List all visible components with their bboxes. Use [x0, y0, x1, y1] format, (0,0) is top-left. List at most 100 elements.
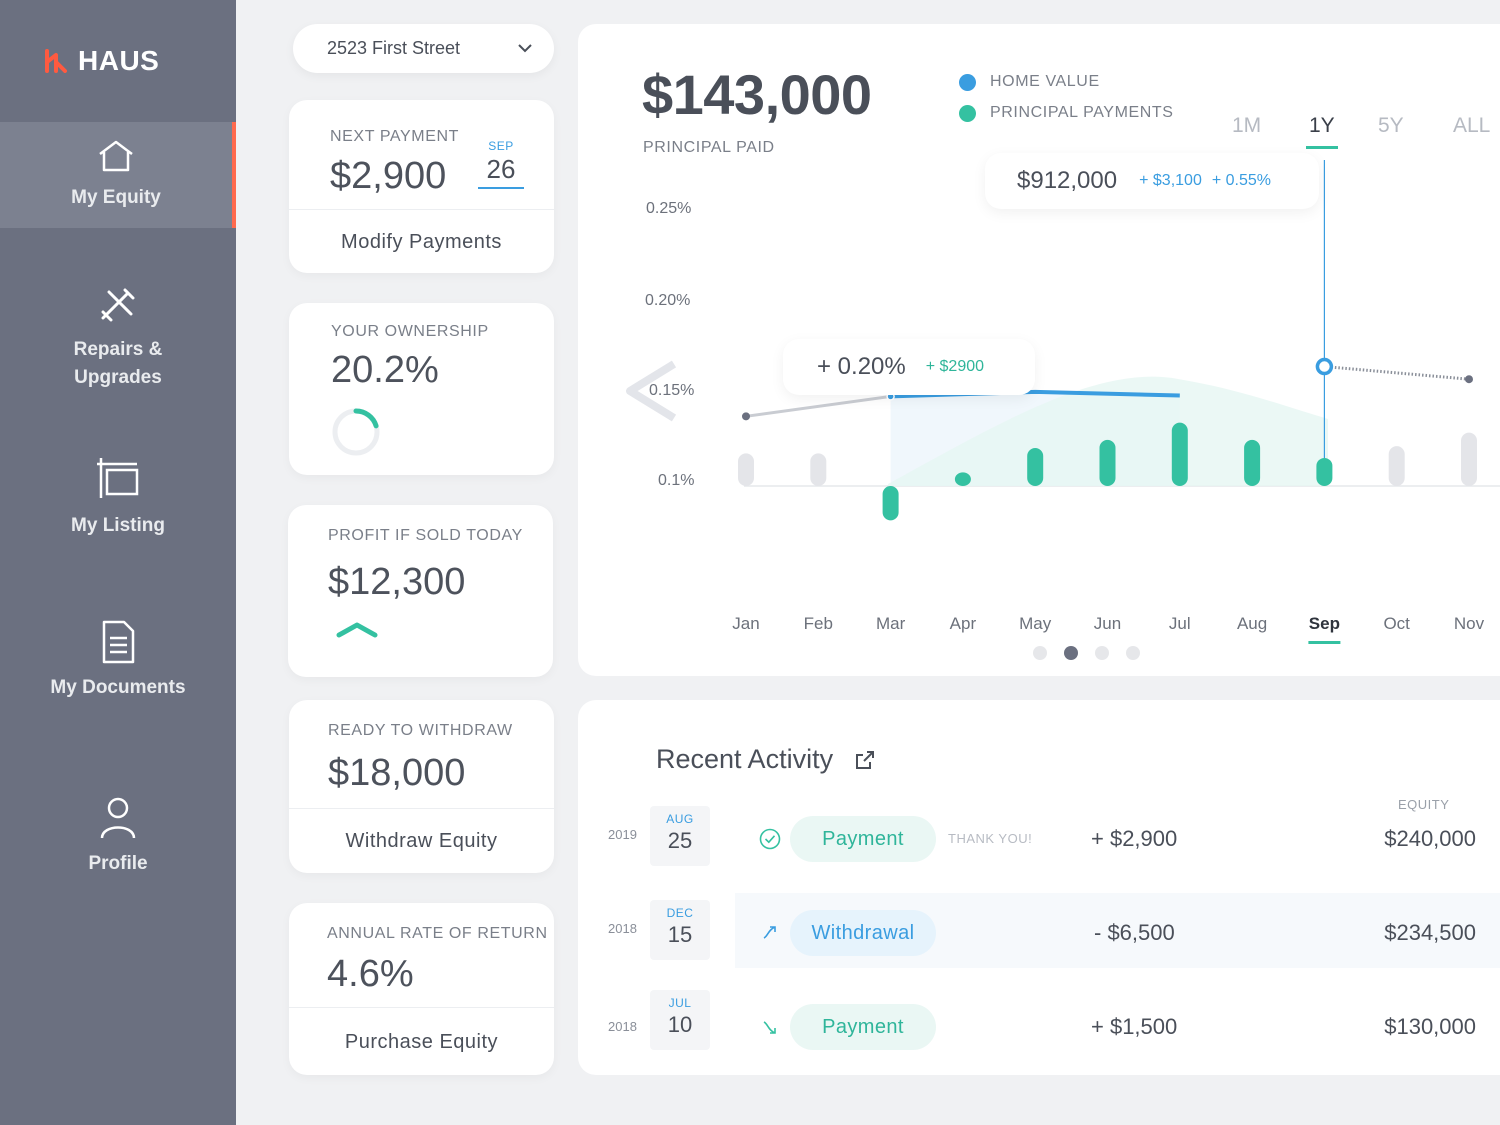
next-payment-day: 26	[478, 154, 524, 189]
month-label-jun[interactable]: Jun	[1093, 614, 1122, 633]
carousel-dot[interactable]	[1033, 646, 1047, 660]
principal-paid-value: $143,000	[642, 63, 872, 126]
month-label-jul[interactable]: Jul	[1168, 614, 1191, 633]
carousel-dots	[1033, 646, 1140, 660]
row-amount: + $1,500	[1091, 1014, 1178, 1039]
profit-value: $12,300	[328, 561, 466, 603]
type-pill[interactable]: Payment	[790, 816, 936, 862]
bar-may	[1027, 447, 1044, 486]
bar-nov	[1461, 432, 1477, 486]
equity-column-header: EQUITY	[1398, 797, 1450, 812]
home-value-line-past	[745, 394, 891, 418]
modify-payments-button[interactable]: Modify Payments	[289, 209, 554, 273]
row-year: 2018	[608, 921, 637, 936]
sidebar-item-listing[interactable]: My Listing	[0, 456, 236, 540]
home-icon	[99, 140, 133, 172]
bar-feb	[810, 453, 827, 486]
type-pill[interactable]: Withdrawal	[790, 910, 936, 956]
row-equity: $240,000	[1384, 826, 1476, 851]
month-label-sep[interactable]: Sep	[1308, 614, 1340, 644]
home-value-point	[742, 412, 750, 421]
month-label-feb[interactable]: Feb	[803, 614, 833, 633]
address-select[interactable]: 2523 First Street	[293, 24, 554, 73]
y-tick: 0.25%	[646, 200, 692, 217]
legend-swatch	[959, 104, 976, 122]
profit-label: PROFIT IF SOLD TODAY	[328, 527, 523, 544]
chevron-down-icon	[518, 44, 532, 53]
annual-return-card: ANNUAL RATE OF RETURN 4.6% Purchase Equi…	[289, 903, 554, 1075]
bar-jun	[1099, 439, 1116, 486]
external-link-icon[interactable]	[855, 750, 875, 770]
month-label-may[interactable]: May	[1019, 614, 1052, 633]
carousel-dot[interactable]	[1126, 646, 1140, 660]
listing-icon	[97, 458, 139, 498]
ownership-card: YOUR OWNERSHIP 20.2%	[289, 303, 554, 475]
bar-sep	[1316, 457, 1333, 486]
bar-apr	[954, 472, 971, 486]
range-tab-all[interactable]: ALL	[1453, 114, 1491, 137]
sidebar-item-my-equity[interactable]: My Equity	[0, 122, 236, 228]
carousel-dot[interactable]	[1064, 646, 1078, 660]
month-label-nov[interactable]: Nov	[1453, 614, 1485, 633]
row-amount: - $6,500	[1094, 920, 1175, 945]
type-pill[interactable]: Payment	[790, 1004, 936, 1050]
month-underline	[1308, 641, 1340, 644]
range-tab-1m[interactable]: 1M	[1232, 114, 1262, 137]
tooltip-home-value: $912,000 + $3,100 + 0.55%	[985, 153, 1319, 209]
active-point	[1315, 357, 1334, 376]
activity-panel: Recent Activity EQUITY 2019 AUG 25 Payme…	[578, 700, 1500, 1075]
legend-swatch	[959, 73, 976, 91]
month-label-apr[interactable]: Apr	[949, 614, 977, 633]
user-icon	[100, 797, 136, 839]
sidebar-item-documents[interactable]: My Documents	[0, 620, 236, 702]
purchase-equity-button[interactable]: Purchase Equity	[289, 1007, 554, 1075]
row-year: 2019	[608, 827, 637, 842]
bar-jan	[738, 453, 754, 486]
next-payment-month: SEP	[488, 139, 514, 153]
sidebar-item-label: Repairs & Upgrades	[73, 339, 163, 388]
chart-canvas	[738, 160, 1500, 521]
arrow-up-right-icon	[763, 926, 776, 939]
month-label-aug[interactable]: Aug	[1236, 614, 1268, 633]
row-amount: + $2,900	[1091, 826, 1178, 851]
tooltip-delta-pct: + 0.55%	[1211, 172, 1271, 189]
arrow-down-right-icon	[763, 1021, 776, 1034]
chevron-left-icon[interactable]	[624, 360, 678, 422]
principal-paid-label: PRINCIPAL PAID	[643, 139, 775, 156]
withdraw-equity-button[interactable]: Withdraw Equity	[289, 808, 554, 873]
legend-home-value: HOME VALUE	[959, 73, 1100, 91]
tooltip-principal: + 0.20% + $2900	[783, 339, 1035, 395]
sidebar-item-profile[interactable]: Profile	[0, 794, 236, 878]
tooltip-delta-amount: + $3,100	[1139, 172, 1202, 189]
month-label-mar[interactable]: Mar	[875, 614, 906, 633]
sidebar: HAUS My Equity Repairs & Upgrades My Lis…	[0, 0, 236, 1125]
row-equity: $130,000	[1384, 1014, 1476, 1039]
sidebar-item-label: My Documents	[50, 677, 186, 698]
address-value: 2523 First Street	[327, 38, 461, 58]
next-payment-label: NEXT PAYMENT	[330, 128, 459, 145]
tooltip-pct: + 0.20%	[817, 353, 906, 380]
brand[interactable]: HAUS	[0, 0, 236, 122]
sidebar-item-label: My Listing	[71, 515, 165, 536]
range-tab-1y[interactable]: 1Y	[1306, 114, 1338, 149]
carousel-dot[interactable]	[1095, 646, 1109, 660]
home-value-point	[1465, 375, 1473, 384]
next-payment-amount: $2,900	[330, 155, 447, 197]
haus-logo-icon	[45, 49, 67, 73]
annual-return-label: ANNUAL RATE OF RETURN	[327, 925, 548, 942]
withdraw-label: READY TO WITHDRAW	[328, 722, 513, 739]
activity-title: Recent Activity	[656, 744, 834, 774]
month-label-oct[interactable]: Oct	[1383, 614, 1410, 633]
row-date: JUL 10	[650, 990, 710, 1050]
withdraw-card: READY TO WITHDRAW $18,000 Withdraw Equit…	[289, 700, 554, 873]
sidebar-item-repairs[interactable]: Repairs & Upgrades	[0, 284, 236, 392]
tooltip-amount: + $2900	[925, 358, 985, 375]
principal-area	[888, 376, 1328, 486]
row-year: 2018	[608, 1019, 637, 1034]
row-equity: $234,500	[1384, 920, 1476, 945]
bar-aug	[1244, 439, 1261, 486]
month-label-jan[interactable]: Jan	[732, 614, 760, 633]
tooltip-value: $912,000	[1017, 167, 1118, 194]
range-tab-5y[interactable]: 5Y	[1378, 114, 1404, 137]
withdraw-value: $18,000	[328, 752, 466, 794]
